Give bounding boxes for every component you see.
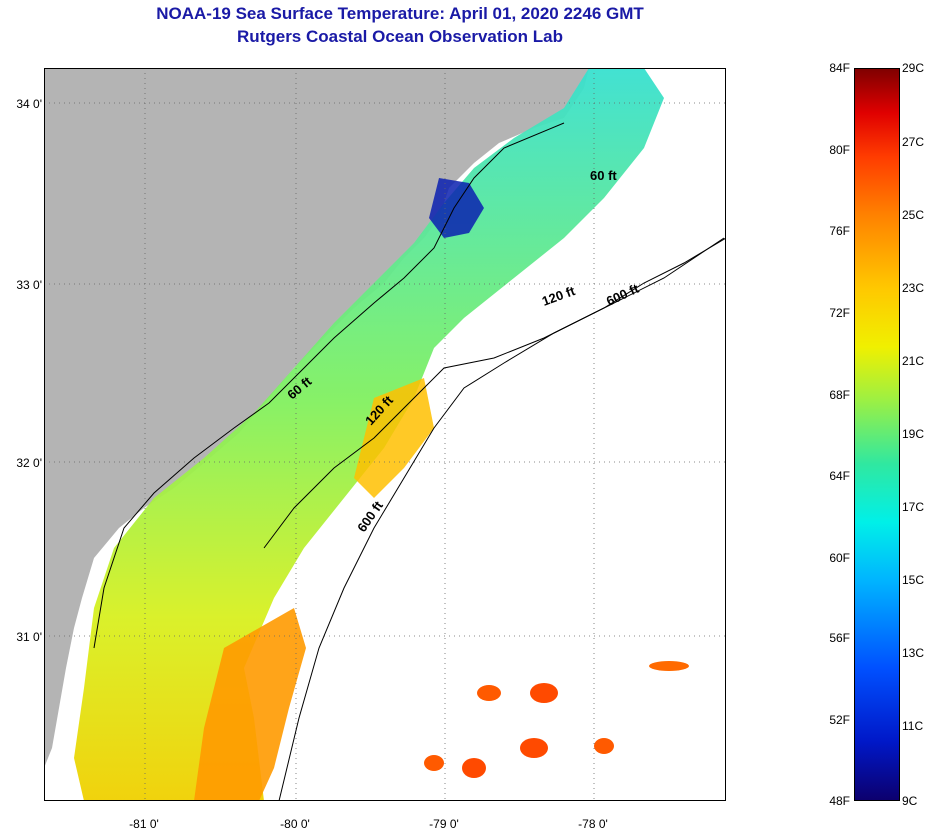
scale-c-label: 15C <box>902 573 925 587</box>
scale-f-label: 56F <box>829 631 850 645</box>
depth-contours <box>93 122 726 801</box>
graticule <box>44 68 726 801</box>
cold-water-patch <box>429 178 484 238</box>
map-border <box>44 68 726 801</box>
scale-f-label: 68F <box>829 388 850 402</box>
scale-c-label: 21C <box>902 354 925 368</box>
scale-c-label: 17C <box>902 500 925 514</box>
warm-water-patch <box>462 758 486 778</box>
scale-f-label: 48F <box>829 794 850 808</box>
contour-120ft <box>263 237 725 549</box>
scale-c-label: 19C <box>902 427 925 441</box>
contour-600ft <box>278 237 726 801</box>
warm-water-patch <box>424 755 444 771</box>
scale-c-label: 23C <box>902 281 925 295</box>
warm-water-patch <box>194 608 306 801</box>
scale-f-label: 64F <box>829 469 850 483</box>
land-area <box>44 68 589 768</box>
warm-water-patch <box>530 683 558 703</box>
temperature-color-scale <box>854 68 900 801</box>
scale-c-label: 25C <box>902 208 925 222</box>
scale-c-label: 27C <box>902 135 925 149</box>
warm-water-patch <box>477 685 501 701</box>
scale-f-label: 84F <box>829 61 850 75</box>
lon-label-80: -80 0' <box>280 817 310 831</box>
scale-f-label: 80F <box>829 143 850 157</box>
map-title: NOAA-19 Sea Surface Temperature: April 0… <box>156 4 644 23</box>
scale-f-label: 76F <box>829 224 850 238</box>
contour-label: 60 ft <box>590 168 617 183</box>
scale-f-label: 60F <box>829 551 850 565</box>
lat-label-33: 33 0' <box>16 278 42 292</box>
lat-label-32: 32 0' <box>16 456 42 470</box>
contour-60ft <box>93 122 565 649</box>
map-subtitle: Rutgers Coastal Ocean Observation Lab <box>237 27 563 46</box>
scale-f-label: 52F <box>829 713 850 727</box>
scale-f-label: 72F <box>829 306 850 320</box>
lat-label-34: 34 0' <box>16 97 42 111</box>
sst-map[interactable]: 60 ft 120 ft 600 ft 60 ft 120 ft 600 ft <box>44 68 726 801</box>
lat-label-31: 31 0' <box>16 630 42 644</box>
lon-label-79: -79 0' <box>429 817 459 831</box>
warm-water-patch <box>594 738 614 754</box>
warm-water-patch <box>354 378 434 498</box>
lon-label-81: -81 0' <box>129 817 159 831</box>
lon-label-78: -78 0' <box>578 817 608 831</box>
scale-c-label: 13C <box>902 646 925 660</box>
scale-c-label: 11C <box>902 719 924 733</box>
warm-water-patch <box>649 661 689 671</box>
scale-c-label: 29C <box>902 61 925 75</box>
warm-water-patch <box>520 738 548 758</box>
scale-c-label: 9C <box>902 794 918 808</box>
